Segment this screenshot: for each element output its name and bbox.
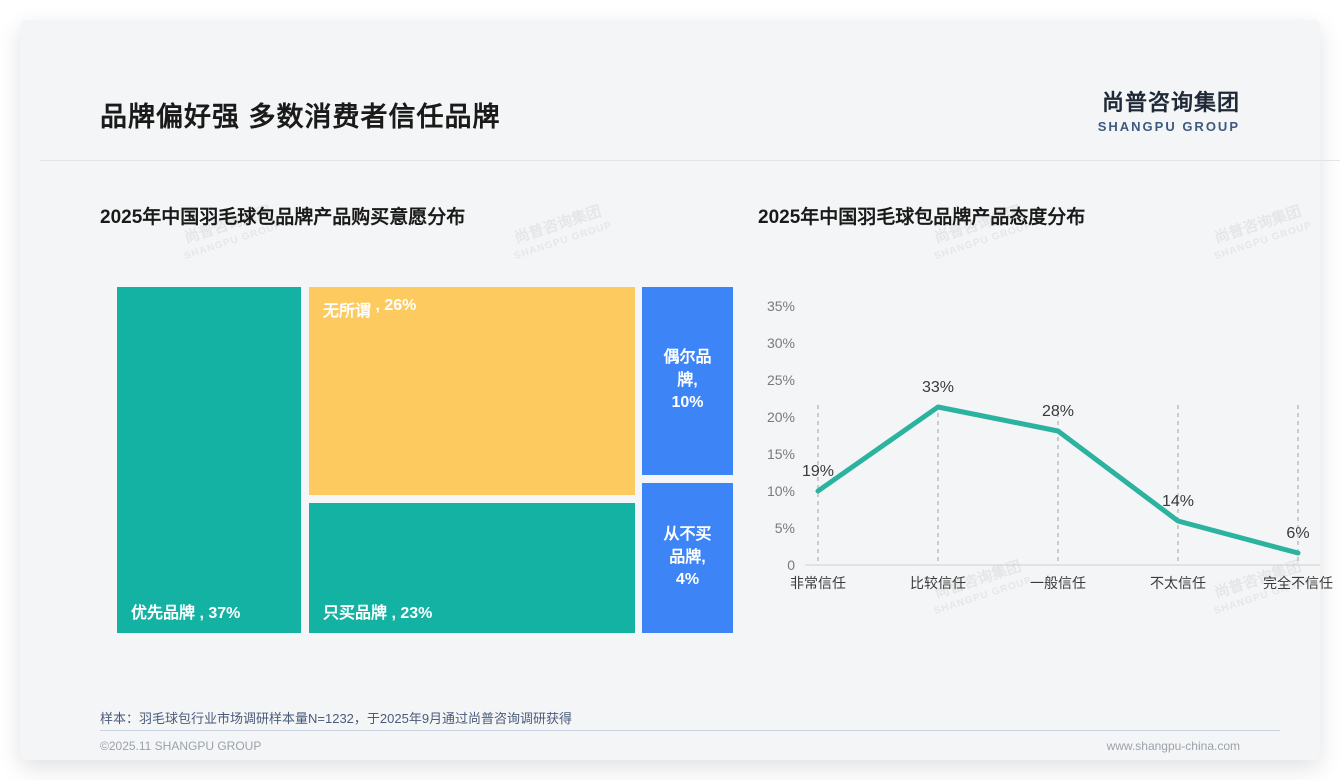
- mosaic-value-exclusive: , 23%: [391, 605, 432, 623]
- y-tick-5: 5%: [775, 520, 795, 536]
- brand-logo-en: SHANGPU GROUP: [1098, 119, 1240, 134]
- x-label-1[interactable]: 比较信任: [910, 573, 966, 593]
- mosaic-cell-exclusive[interactable]: 只买品牌 , 23%: [307, 501, 637, 635]
- y-tick-35: 35%: [767, 298, 795, 314]
- mosaic-cell-preferred[interactable]: 优先品牌 , 37%: [115, 285, 303, 635]
- mosaic-cell-occasional[interactable]: 偶尔品牌, 10%: [640, 285, 735, 477]
- x-label-4[interactable]: 完全不信任: [1263, 573, 1333, 593]
- footer-copyright: ©2025.11 SHANGPU GROUP: [100, 739, 261, 753]
- watermark-left-2: 尚普咨询集团 SHANGPU GROUP: [469, 188, 650, 275]
- brand-logo-cn: 尚普咨询集团: [1098, 85, 1240, 117]
- page-title: 品牌偏好强 多数消费者信任品牌: [100, 95, 501, 134]
- right-chart-title: 2025年中国羽毛球包品牌产品态度分布: [758, 202, 1085, 229]
- data-label-4: 6%: [1286, 525, 1309, 543]
- line-chart: 0 5% 10% 15% 20% 25% 30% 35% 非常信任 比较信任 一…: [750, 285, 1320, 605]
- x-label-3[interactable]: 不太信任: [1150, 573, 1206, 593]
- mosaic-value-preferred: , 37%: [199, 605, 240, 623]
- data-label-1: 33%: [922, 379, 954, 397]
- slide-page: 品牌偏好强 多数消费者信任品牌 尚普咨询集团 SHANGPU GROUP 202…: [0, 0, 1340, 780]
- y-tick-30: 30%: [767, 335, 795, 351]
- watermark-right-1: 尚普咨询集团 SHANGPU GROUP: [889, 188, 1070, 275]
- left-chart-title: 2025年中国羽毛球包品牌产品购买意愿分布: [100, 202, 465, 229]
- footer-note: 样本：羽毛球包行业市场调研样本量N=1232，于2025年9月通过尚普咨询调研获…: [100, 708, 572, 727]
- y-tick-10: 10%: [767, 483, 795, 499]
- content-card: 品牌偏好强 多数消费者信任品牌 尚普咨询集团 SHANGPU GROUP 202…: [20, 20, 1320, 760]
- brand-logo: 尚普咨询集团 SHANGPU GROUP: [1098, 85, 1240, 134]
- mosaic-chart: 优先品牌 , 37% 无所谓 , 26% 只买品牌 , 23% 偶尔品牌, 10%…: [115, 285, 625, 635]
- x-label-0[interactable]: 非常信任: [790, 573, 846, 593]
- footer-url-link[interactable]: www.shangpu-china.com: [1107, 739, 1240, 753]
- header-divider: [40, 160, 1340, 161]
- watermark-right-2: 尚普咨询集团 SHANGPU GROUP: [1169, 188, 1340, 275]
- footer-divider: [100, 730, 1280, 731]
- line-chart-svg: [750, 285, 1320, 605]
- mosaic-cell-never[interactable]: 从不买品牌, 4%: [640, 481, 735, 635]
- mosaic-value-indifferent: , 26%: [375, 297, 416, 315]
- x-label-2[interactable]: 一般信任: [1030, 573, 1086, 593]
- watermark-left-1: 尚普咨询集团 SHANGPU GROUP: [139, 188, 320, 275]
- y-tick-20: 20%: [767, 409, 795, 425]
- data-label-3: 14%: [1162, 493, 1194, 511]
- mosaic-cell-indifferent[interactable]: 无所谓 , 26%: [307, 285, 637, 497]
- y-tick-25: 25%: [767, 372, 795, 388]
- data-label-2: 28%: [1042, 403, 1074, 421]
- y-axis-labels: 0 5% 10% 15% 20% 25% 30% 35%: [750, 285, 805, 565]
- y-tick-15: 15%: [767, 446, 795, 462]
- data-label-0: 19%: [802, 463, 834, 481]
